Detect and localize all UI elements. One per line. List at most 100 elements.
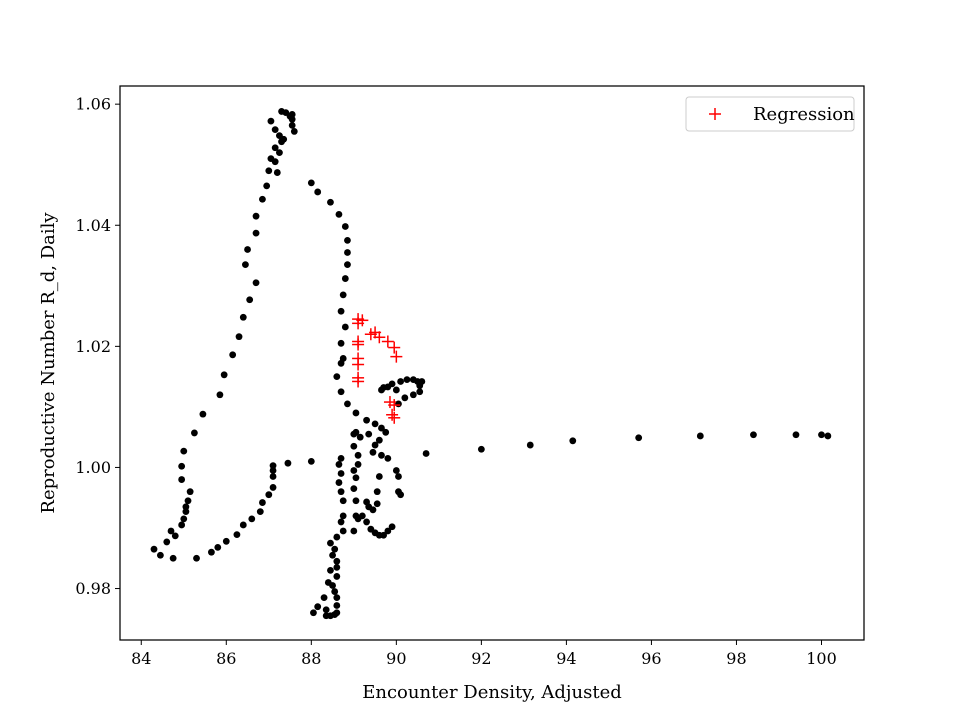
- x-tick-label: 100: [806, 649, 837, 668]
- data-point: [373, 488, 381, 496]
- data-point: [184, 497, 192, 505]
- data-point: [288, 111, 296, 118]
- regression-point: [352, 338, 365, 351]
- data-point: [363, 498, 370, 506]
- data-point: [329, 582, 336, 589]
- data-point: [344, 236, 351, 244]
- data-point: [222, 537, 230, 545]
- data-point: [327, 198, 334, 206]
- data-point: [333, 373, 341, 381]
- regression-point: [388, 411, 401, 424]
- data-point: [239, 521, 247, 529]
- data-point: [341, 275, 349, 282]
- data-point: [378, 451, 385, 459]
- data-point: [273, 169, 281, 176]
- data-point: [350, 467, 358, 474]
- data-point: [344, 249, 351, 256]
- data-point: [344, 261, 351, 269]
- data-point: [333, 563, 341, 571]
- regression-point: [352, 317, 365, 330]
- data-point: [150, 545, 158, 553]
- data-point: [696, 432, 704, 440]
- data-point: [314, 603, 322, 611]
- data-point: [180, 515, 188, 523]
- x-tick-label: 90: [386, 649, 406, 668]
- data-point: [333, 533, 341, 541]
- data-point: [635, 434, 643, 442]
- data-point: [350, 527, 358, 535]
- data-point: [356, 433, 364, 441]
- legend-regression-label: Regression: [753, 104, 855, 125]
- data-point: [178, 521, 186, 529]
- data-point: [388, 523, 396, 531]
- data-point: [329, 551, 336, 559]
- plot-frame: [119, 85, 865, 641]
- data-point: [395, 473, 402, 480]
- data-point: [363, 416, 370, 424]
- data-point: [269, 484, 277, 491]
- data-point: [199, 410, 207, 418]
- data-point: [477, 445, 485, 453]
- data-point: [339, 527, 347, 535]
- x-tick-label: 88: [301, 649, 321, 668]
- data-point: [378, 424, 385, 432]
- data-point: [256, 508, 264, 516]
- legend: Regression: [685, 96, 855, 132]
- data-point: [242, 261, 249, 269]
- data-point: [526, 441, 534, 449]
- data-point: [327, 539, 334, 547]
- data-point: [214, 543, 222, 551]
- data-point: [182, 508, 190, 516]
- data-point: [208, 548, 215, 556]
- data-point: [320, 594, 328, 602]
- data-point: [401, 394, 409, 402]
- data-point: [288, 121, 296, 129]
- data-point: [271, 158, 279, 166]
- data-point: [388, 380, 396, 388]
- data-point: [337, 388, 345, 396]
- legend-box: [685, 96, 855, 132]
- data-point: [290, 128, 298, 135]
- data-point: [337, 454, 345, 462]
- data-point: [252, 212, 260, 220]
- data-point: [331, 545, 339, 553]
- data-point: [216, 391, 224, 399]
- data-point: [335, 479, 343, 486]
- x-tick-label: 96: [641, 649, 661, 668]
- data-point: [344, 400, 351, 408]
- data-point: [335, 210, 343, 218]
- data-point: [341, 323, 349, 331]
- data-point: [333, 557, 341, 565]
- x-tick-label: 94: [556, 649, 576, 668]
- y-axis-label: Reproductive Number R_d, Daily: [38, 212, 59, 514]
- data-point: [824, 432, 832, 440]
- regression-point: [352, 358, 365, 371]
- data-point: [375, 473, 383, 480]
- data-point: [178, 476, 186, 483]
- data-point: [369, 448, 377, 456]
- data-point: [416, 388, 424, 396]
- data-point: [354, 451, 362, 459]
- data-point: [310, 609, 317, 617]
- data-point: [403, 376, 411, 384]
- data-point: [327, 566, 334, 574]
- x-tick-label: 92: [471, 649, 491, 668]
- data-point: [792, 431, 800, 439]
- data-point: [395, 400, 402, 408]
- data-point: [373, 500, 381, 508]
- data-point: [354, 461, 362, 468]
- data-point: [169, 554, 177, 562]
- data-point: [397, 491, 404, 499]
- data-point: [180, 447, 188, 455]
- x-axis-label: Encounter Density, Adjusted: [362, 682, 622, 703]
- data-point: [307, 457, 315, 465]
- data-point: [352, 409, 360, 417]
- data-point: [350, 485, 358, 493]
- data-point: [182, 503, 190, 511]
- data-point: [337, 359, 345, 367]
- y-tick-label: 0.98: [75, 579, 111, 598]
- data-point: [284, 459, 292, 467]
- data-point: [269, 467, 277, 474]
- data-point: [280, 135, 288, 143]
